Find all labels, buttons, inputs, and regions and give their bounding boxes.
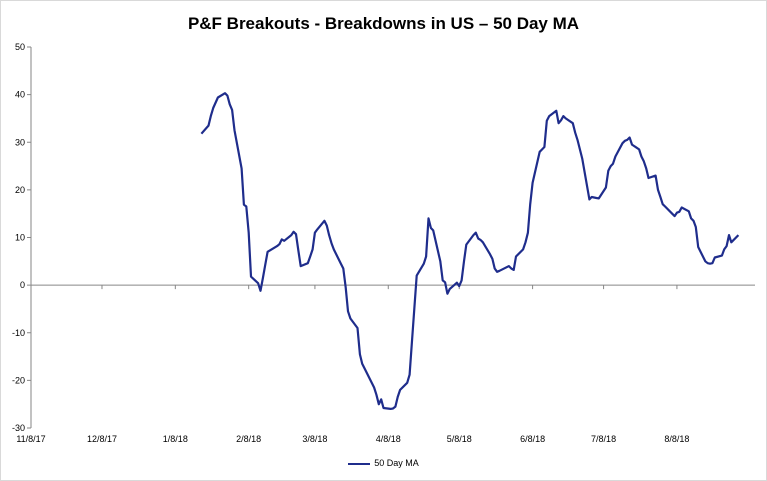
x-tick-label: 12/8/17	[87, 434, 117, 444]
y-tick-label: 50	[15, 42, 25, 52]
legend-label: 50 Day MA	[374, 458, 419, 468]
axes	[27, 46, 755, 429]
y-tick-label: 0	[20, 280, 25, 290]
chart-title: P&F Breakouts - Breakdowns in US – 50 Da…	[187, 14, 580, 33]
x-tick-label: 7/8/18	[591, 434, 616, 444]
x-tick-label: 2/8/18	[236, 434, 261, 444]
x-tick-label: 4/8/18	[376, 434, 401, 444]
y-tick-label: 30	[15, 137, 25, 147]
x-tick-label: 3/8/18	[302, 434, 327, 444]
x-tick-label: 11/8/17	[16, 434, 45, 444]
legend-swatch	[348, 462, 371, 465]
y-tick-label: -20	[12, 375, 25, 385]
y-tick-label: 20	[15, 185, 25, 195]
y-tick-label: 10	[15, 233, 25, 243]
y-tick-label: 40	[15, 90, 25, 100]
series-line	[200, 92, 740, 410]
legend: 50 Day MA	[1, 458, 766, 468]
x-tick-label: 6/8/18	[520, 434, 545, 444]
x-tick-labels: 11/8/17 12/8/17 1/8/18 2/8/18 3/8/18 4/8/18 5/…	[16, 434, 689, 444]
series-lines	[200, 92, 740, 410]
x-tick-label: 8/8/18	[664, 434, 689, 444]
x-tick-label: 5/8/18	[447, 434, 472, 444]
y-tick-label: -10	[12, 328, 25, 338]
y-tick-labels: -30 -20 -10 0 10 20 30 40 50	[12, 42, 25, 433]
x-tick-label: 1/8/18	[163, 434, 188, 444]
y-tick-label: -30	[12, 423, 25, 433]
